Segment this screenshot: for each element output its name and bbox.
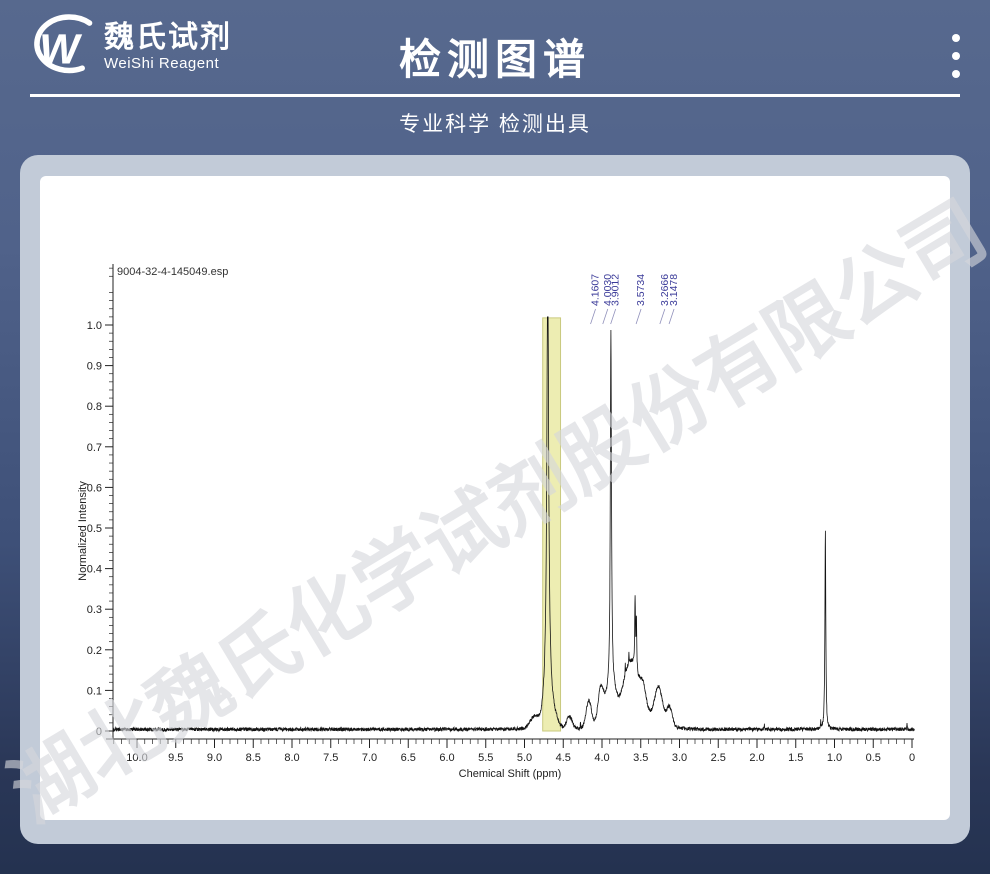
- x-axis-title: Chemical Shift (ppm): [459, 768, 562, 780]
- svg-text:2.0: 2.0: [749, 752, 764, 764]
- spectrum-card: 10.0 9.5 9.0 8.5 8.0 7.5 7.0 6.5 6.0 5.5 5.0 4.5 4.0…: [20, 155, 970, 844]
- svg-text:3.0: 3.0: [672, 752, 687, 764]
- brand-name-cn: 魏氏试剂: [104, 21, 232, 54]
- spectrum-panel: 10.0 9.5 9.0 8.5 8.0 7.5 7.0 6.5 6.0 5.5 5.0 4.5 4.0…: [40, 176, 950, 820]
- svg-text:2.5: 2.5: [711, 752, 726, 764]
- svg-text:1.0: 1.0: [827, 752, 842, 764]
- svg-text:9.0: 9.0: [207, 752, 222, 764]
- svg-text:0.6: 0.6: [87, 482, 102, 494]
- peak-label: 4.0030: [602, 274, 614, 306]
- svg-text:9.5: 9.5: [168, 752, 183, 764]
- peak-label: 3.5734: [635, 274, 647, 306]
- peak-label: 3.9012: [610, 274, 622, 306]
- svg-text:0.1: 0.1: [87, 685, 102, 697]
- brand-name-en: WeiShi Reagent: [104, 55, 220, 72]
- page-header: W 魏氏试剂 WeiShi Reagent 检测图谱 专业科学 检测出具: [0, 0, 990, 148]
- header-divider: [30, 94, 960, 97]
- svg-text:4.5: 4.5: [556, 752, 571, 764]
- kebab-menu-icon[interactable]: [946, 34, 966, 78]
- svg-text:5.0: 5.0: [517, 752, 532, 764]
- weishi-logo-icon: W: [34, 14, 93, 74]
- svg-text:6.0: 6.0: [439, 752, 454, 764]
- svg-text:5.5: 5.5: [478, 752, 493, 764]
- svg-text:4.0: 4.0: [594, 752, 609, 764]
- svg-text:0.4: 0.4: [87, 564, 102, 576]
- peak-label: 3.1478: [668, 274, 680, 306]
- brand-logo: W 魏氏试剂 WeiShi Reagent: [24, 12, 232, 82]
- svg-text:0.5: 0.5: [87, 523, 102, 535]
- peak-label: 3.2666: [659, 274, 671, 306]
- peak-annotations: [590, 308, 675, 325]
- spectrum-file-label: 9004-32-4-145049.esp: [117, 266, 228, 278]
- svg-text:0.7: 0.7: [87, 442, 102, 454]
- svg-text:W: W: [35, 26, 84, 74]
- nmr-spectrum-chart: 10.0 9.5 9.0 8.5 8.0 7.5 7.0 6.5 6.0 5.5 5.0 4.5 4.0…: [77, 264, 915, 780]
- svg-text:3.5: 3.5: [633, 752, 648, 764]
- svg-text:0.2: 0.2: [87, 645, 102, 657]
- spectrum-trace: [112, 316, 915, 733]
- svg-text:0.9: 0.9: [87, 361, 102, 373]
- svg-text:8.5: 8.5: [246, 752, 261, 764]
- svg-text:10.0: 10.0: [126, 752, 147, 764]
- svg-text:1.5: 1.5: [788, 752, 803, 764]
- svg-text:7.0: 7.0: [362, 752, 377, 764]
- svg-text:1.0: 1.0: [87, 320, 102, 332]
- svg-text:0: 0: [909, 752, 915, 764]
- svg-text:7.5: 7.5: [323, 752, 338, 764]
- peak-label: 4.1607: [590, 274, 602, 306]
- svg-text:8.0: 8.0: [284, 752, 299, 764]
- y-axis-title: Normalized Intensity: [77, 481, 89, 581]
- svg-text:0.8: 0.8: [87, 401, 102, 413]
- svg-text:0: 0: [96, 726, 102, 738]
- svg-text:0.3: 0.3: [87, 604, 102, 616]
- page-title: 检测图谱: [398, 36, 591, 83]
- svg-text:0.5: 0.5: [866, 752, 881, 764]
- axes: [105, 264, 914, 748]
- page-subtitle: 专业科学 检测出具: [399, 113, 591, 136]
- svg-text:6.5: 6.5: [401, 752, 416, 764]
